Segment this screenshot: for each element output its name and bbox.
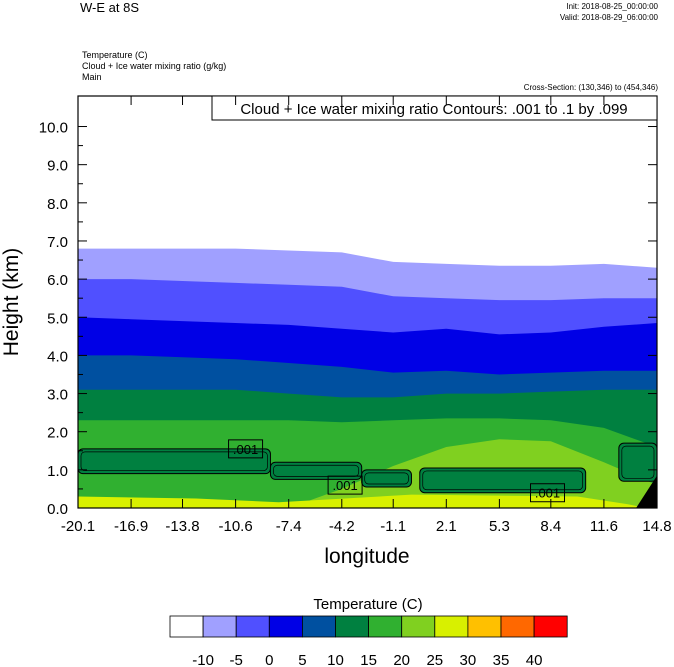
- y-tick-label: 7.0: [47, 234, 68, 251]
- colorbar-title: Temperature (C): [313, 596, 422, 613]
- colorbar-swatch: [467, 615, 502, 638]
- colorbar-swatch: [268, 615, 303, 638]
- x-tick-label: -13.8: [165, 518, 199, 535]
- y-axis-label: Height (km): [0, 248, 23, 357]
- colorbar-tick-label: -5: [230, 652, 243, 667]
- x-tick-label: 8.4: [540, 518, 561, 535]
- y-tick-label: 2.0: [47, 425, 68, 442]
- init-time: Init: 2018-08-25_00:00:00: [566, 2, 658, 11]
- x-tick-label: 2.1: [436, 518, 457, 535]
- colorbar-tick-label: 40: [526, 652, 543, 667]
- x-tick-label: -1.1: [380, 518, 406, 535]
- cloud-region-central-inner: [273, 464, 360, 477]
- field-label-domain: Main: [82, 72, 102, 82]
- colorbar-swatch: [368, 615, 403, 638]
- colorbar-swatch: [301, 615, 336, 638]
- contour-label-box-1: [327, 475, 363, 495]
- cloud-region-east-1-inner: [364, 472, 409, 485]
- field-label-temperature: Temperature (C): [82, 50, 148, 60]
- y-tick-label: 6.0: [47, 272, 68, 289]
- colorbar-swatch: [335, 615, 369, 638]
- valid-time: Valid: 2018-08-29_06:00:00: [559, 13, 658, 22]
- colorbar-tick-label: 20: [393, 652, 410, 667]
- cloud-region-west: [78, 448, 271, 475]
- colorbar-tick-label: 35: [493, 652, 510, 667]
- colorbar-tick-label: 30: [460, 652, 477, 667]
- y-tick-label: 5.0: [47, 310, 68, 327]
- y-tick-label: 3.0: [47, 387, 68, 404]
- x-tick-label: -16.9: [114, 518, 148, 535]
- colorbar-tick-label: 10: [327, 652, 344, 667]
- contour-info-frame: [211, 95, 658, 121]
- colorbar: -10 -5 0 5 10 15 20 25 30 35 40 Temperature (C): [169, 596, 568, 667]
- colorbar-swatch: [500, 615, 535, 638]
- plot-title: W-E at 8S: [80, 0, 140, 15]
- cloud-region-east-2: [419, 467, 587, 494]
- chart-title: Cloud + Ice water mixing ratio Contours:…: [240, 101, 627, 118]
- colorbar-tick-label: 15: [360, 652, 377, 667]
- colorbar-swatch: [401, 615, 436, 638]
- band-25-to-30: [78, 494, 647, 508]
- y-tick-label: 4.0: [47, 348, 68, 365]
- contour-label-box-0: [228, 439, 264, 459]
- cloud-region-far-east: [618, 442, 657, 482]
- contour-label-2: .001: [535, 486, 560, 501]
- x-tick-label: -4.2: [329, 518, 355, 535]
- cross-section-label: Cross-Section: (130,346) to (454,346): [523, 83, 658, 92]
- x-tick-label: 14.8: [642, 518, 671, 535]
- x-tick-label: 5.3: [489, 518, 510, 535]
- x-tick-label: -20.1: [61, 518, 95, 535]
- y-tick-label: 9.0: [47, 158, 68, 175]
- x-tick-label: -10.6: [219, 518, 253, 535]
- colorbar-swatch: [169, 615, 204, 638]
- colorbar-tick-label: -10: [192, 652, 214, 667]
- y-tick-label: 1.0: [47, 463, 68, 480]
- cloud-region-central: [269, 461, 363, 480]
- colorbar-tick-label: 25: [426, 652, 443, 667]
- filled-contours: .001 .001 .001: [78, 96, 657, 508]
- y-tick-label: 8.0: [47, 196, 68, 213]
- contour-label-1: .001: [332, 478, 357, 493]
- cloud-region-west-inner: [80, 451, 268, 472]
- colorbar-swatch: [434, 615, 469, 638]
- contour-label-box-2: [530, 483, 566, 503]
- x-axis-label: longitude: [324, 545, 409, 568]
- colorbar-tick-label: 0: [265, 652, 273, 667]
- contour-label-0: .001: [233, 442, 258, 457]
- colorbar-tick-label: 5: [298, 652, 306, 667]
- contour-info-box: Cloud + Ice water mixing ratio Contours:…: [211, 95, 658, 121]
- y-tick-label: 0.0: [47, 501, 68, 518]
- y-tick-label: 10.0: [39, 120, 68, 137]
- cloud-region-far-east-inner: [621, 445, 655, 479]
- colorbar-swatch: [533, 615, 568, 638]
- cloud-region-east-1: [361, 469, 412, 488]
- x-tick-label: -7.4: [276, 518, 302, 535]
- colorbar-swatch: [235, 615, 270, 638]
- terrain: [636, 475, 657, 508]
- colorbar-swatch: [202, 615, 237, 638]
- field-label-cloud-ice: Cloud + Ice water mixing ratio (g/kg): [82, 61, 227, 71]
- cloud-region-east-2-inner: [422, 470, 584, 491]
- x-tick-label: 11.6: [590, 518, 618, 535]
